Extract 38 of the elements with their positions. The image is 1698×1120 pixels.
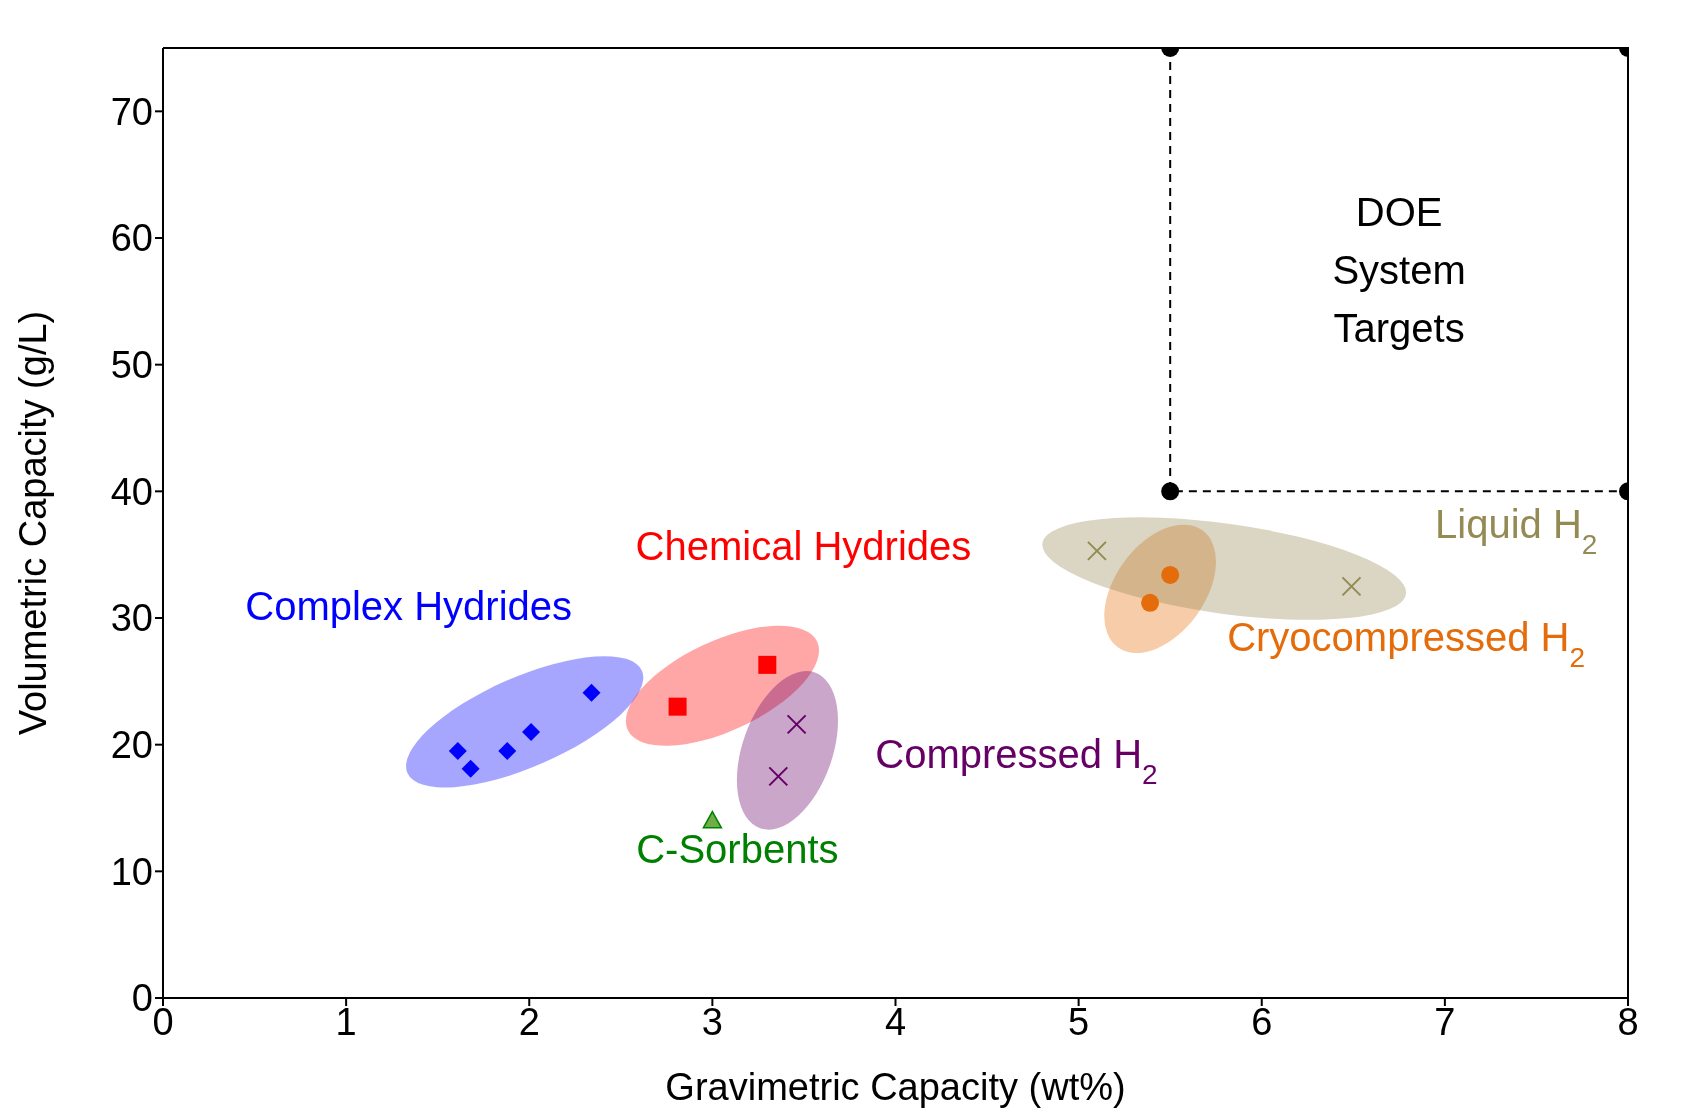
x-tick-label: 4 (884, 1000, 907, 1043)
y-tick-label: 50 (110, 344, 153, 387)
point (758, 655, 777, 674)
y-axis-title: Volumetric Capacity (g/L) (12, 310, 55, 736)
point (786, 714, 807, 735)
y-tick-label: 10 (110, 850, 153, 893)
x-axis-title: Gravimetric Capacity (wt%) (665, 1066, 1126, 1108)
y-tick-label: 40 (110, 470, 153, 513)
x-tick-label: 2 (518, 1000, 540, 1043)
y-tick-label: 30 (110, 597, 153, 640)
point (461, 759, 480, 778)
point (1141, 593, 1160, 612)
y-tick-label: 70 (110, 90, 153, 133)
series-label: C-Sorbents (636, 826, 839, 871)
point (448, 742, 467, 760)
series-label: Complex Hydrides (245, 584, 573, 629)
y-tick-label: 20 (110, 724, 153, 767)
point (1341, 576, 1362, 597)
x-tick-label: 8 (1617, 1000, 1639, 1043)
point (582, 683, 601, 702)
x-tick-label: 7 (1434, 1000, 1456, 1043)
text: DOE System Targets (1332, 189, 1466, 350)
point (1161, 565, 1180, 584)
x-tick-label: 3 (701, 1000, 723, 1043)
point (1086, 540, 1107, 561)
point (668, 697, 687, 716)
point (522, 723, 541, 741)
text: Chemical Hydrides (635, 523, 972, 568)
point (498, 742, 517, 760)
series-label: Cryocompressed H$_{2}$ (1227, 614, 1586, 673)
point (702, 810, 723, 829)
series-label: Compressed H$_{2}$ (875, 732, 1158, 790)
x-tick-label: 5 (1068, 1000, 1090, 1043)
point (768, 766, 789, 787)
series-label: Liquid H$_{2}$ (1435, 501, 1598, 560)
x-tick-label: 6 (1251, 1000, 1273, 1043)
y-tick-label: 60 (110, 217, 153, 260)
x-tick-label: 1 (335, 1000, 357, 1043)
